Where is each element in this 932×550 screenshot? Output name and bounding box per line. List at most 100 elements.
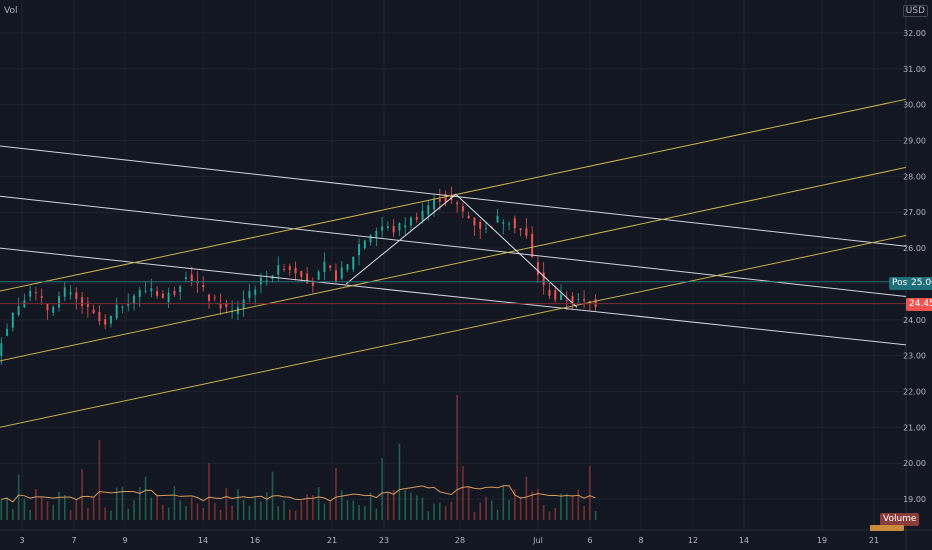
volume-bar: [312, 495, 314, 520]
candle-body: [496, 216, 499, 223]
volume-bar: [242, 499, 245, 520]
last-price-badge: 24.45: [906, 298, 932, 311]
candle-body: [479, 221, 482, 229]
volume-bar: [0, 499, 3, 520]
volume-bar: [144, 476, 147, 520]
candle-body: [461, 206, 464, 212]
volume-bar: [473, 511, 476, 520]
volume-bar: [485, 496, 487, 520]
candle-body: [58, 296, 60, 308]
volume-bar: [375, 508, 378, 520]
volume-bar: [398, 443, 401, 520]
post-label-badge: Post: [889, 277, 914, 290]
candle-body: [225, 302, 228, 308]
volume-bar: [81, 469, 83, 520]
candle-body: [577, 299, 580, 300]
candle-body: [421, 210, 424, 221]
volume-bar: [323, 503, 326, 520]
volume-bar: [40, 496, 43, 520]
volume-bar: [410, 492, 412, 520]
candle-body: [0, 343, 3, 356]
volume-bar: [444, 506, 447, 520]
candle-body: [52, 306, 55, 313]
volume-bar: [427, 511, 430, 520]
candle-body: [208, 294, 211, 301]
candle-body: [300, 270, 303, 277]
candle-body: [17, 306, 20, 316]
channel-line-white: [0, 195, 906, 297]
price-tick-label: 32.00: [903, 29, 926, 38]
volume-bar: [387, 492, 389, 520]
volume-bar: [329, 500, 331, 520]
candle-body: [427, 205, 430, 215]
volume-bar: [433, 503, 435, 520]
candle-body: [202, 284, 205, 288]
volume-bar: [29, 509, 31, 520]
volume-ma-badge: [870, 525, 904, 531]
volume-bar: [502, 486, 505, 520]
volume-bar: [162, 504, 164, 520]
volume-bar: [346, 500, 349, 520]
channel-line-yellow: [0, 235, 906, 428]
candle-body: [548, 289, 551, 296]
candle-body: [179, 286, 182, 293]
volume-bar: [554, 507, 557, 520]
volume-bar: [560, 493, 562, 520]
candle-body: [265, 280, 268, 283]
volume-bar: [219, 509, 222, 520]
volume-indicator-label[interactable]: Vol: [4, 6, 18, 16]
candle-body: [150, 288, 153, 292]
candle-body: [248, 290, 251, 299]
candle-body: [334, 270, 337, 281]
volume-bar: [225, 487, 228, 520]
candle-body: [438, 199, 441, 202]
time-tick-label: Jul: [532, 536, 543, 545]
volume-bar: [213, 502, 216, 520]
candle-body: [508, 223, 511, 225]
candle-body: [288, 266, 291, 271]
candle-body: [409, 217, 412, 226]
volume-bar: [23, 498, 26, 520]
candle-body: [133, 295, 136, 304]
price-tick-label: 28.00: [903, 172, 926, 181]
candle-body: [531, 233, 534, 258]
volume-bar: [98, 440, 101, 520]
time-tick-label: 21: [327, 536, 337, 545]
candle-body: [375, 230, 378, 238]
candle-body: [311, 282, 314, 286]
zigzag-line: [345, 193, 578, 308]
channel-line-white: [0, 247, 906, 346]
candle-body: [525, 228, 528, 236]
volume-bar: [421, 497, 424, 520]
candle-body: [473, 217, 476, 226]
volume-bar: [35, 489, 37, 520]
candle-body: [254, 289, 257, 295]
candle-body: [317, 271, 320, 280]
currency-label[interactable]: USD: [902, 5, 928, 17]
candle-body: [433, 198, 436, 210]
price-tick-label: 21.00: [903, 423, 926, 432]
volume-bar: [179, 500, 181, 520]
volume-bar: [525, 476, 528, 520]
price-tick-label: 30.00: [903, 101, 926, 110]
candle-body: [404, 225, 407, 228]
time-tick-label: 23: [379, 536, 389, 545]
candle-body: [340, 267, 343, 279]
volume-bar: [190, 497, 193, 520]
channel-line-yellow: [0, 166, 906, 362]
candle-body: [161, 293, 164, 299]
candle-body: [6, 328, 9, 336]
candle-body: [329, 265, 332, 268]
candle-body: [381, 226, 384, 231]
volume-bar: [58, 491, 60, 520]
candle-body: [98, 311, 101, 322]
volume-bar: [75, 499, 78, 520]
volume-bar: [254, 496, 256, 520]
volume-bar: [439, 502, 441, 520]
volume-bar: [63, 494, 66, 520]
candle-body: [502, 222, 505, 224]
volume-bar: [294, 510, 297, 520]
volume-bar: [369, 492, 372, 520]
volume-bar: [121, 486, 124, 520]
